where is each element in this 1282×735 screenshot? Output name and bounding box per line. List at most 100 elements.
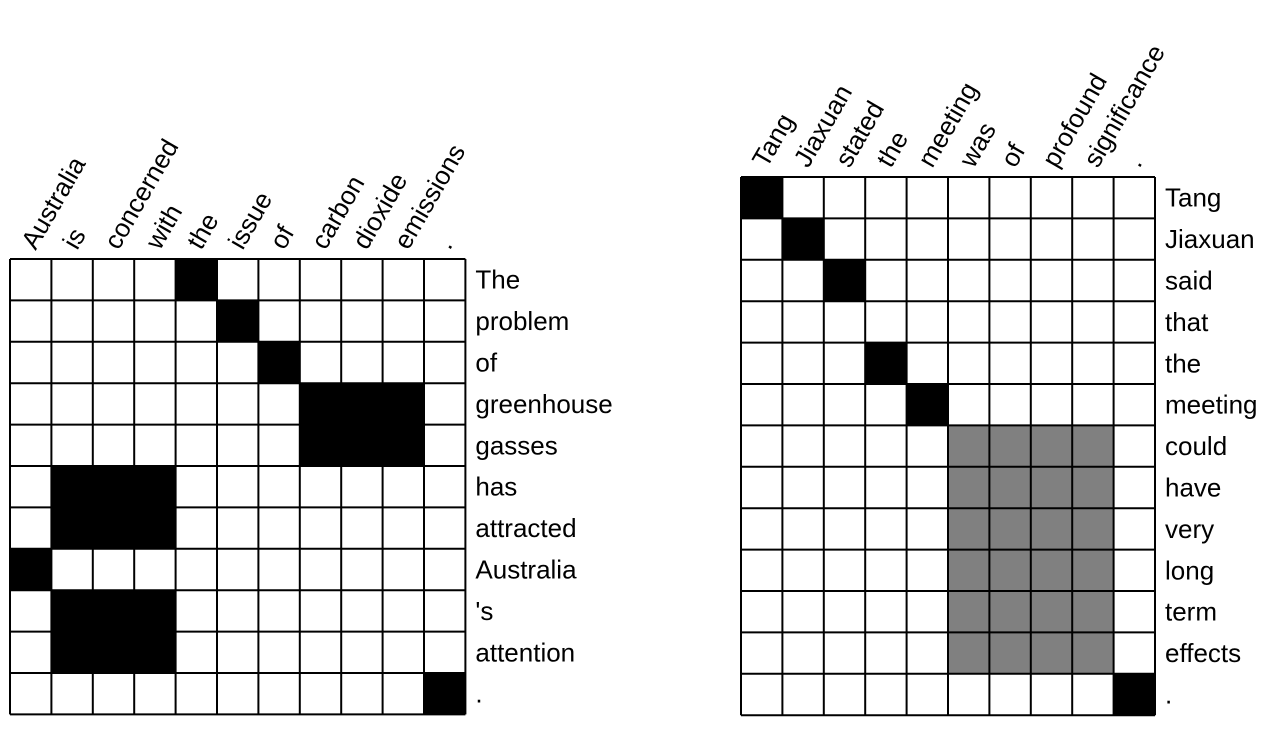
alignment-cell <box>865 218 907 260</box>
alignment-cell <box>1030 632 1073 674</box>
alignment-cell <box>92 548 135 591</box>
alignment-cell <box>51 383 93 425</box>
alignment-cell <box>741 384 783 426</box>
alignment-cell <box>741 259 783 302</box>
alignment-cell <box>1113 301 1155 343</box>
row-label: attention <box>475 637 575 667</box>
alignment-cell <box>10 590 52 632</box>
alignment-cell <box>299 673 342 715</box>
alignment-cell <box>134 383 176 425</box>
alignment-cell <box>382 259 424 301</box>
alignment-cell <box>424 673 466 715</box>
alignment-cell <box>1113 466 1155 509</box>
row-label: Jiaxuan <box>1165 224 1255 254</box>
alignment-cell <box>865 673 907 716</box>
alignment-cell <box>92 300 135 342</box>
alignment-cell <box>217 507 259 549</box>
alignment-cell <box>741 673 783 716</box>
row-label: of <box>475 348 497 378</box>
alignment-cell <box>134 424 176 466</box>
alignment-cell <box>989 218 1031 260</box>
alignment-cell <box>865 177 907 219</box>
alignment-cell <box>948 177 990 219</box>
alignment-cell <box>382 383 424 425</box>
alignment-cell <box>175 424 217 466</box>
alignment-cell <box>823 342 866 384</box>
alignment-cell <box>92 507 135 549</box>
alignment-cell <box>906 632 948 674</box>
alignment-cell <box>823 632 866 674</box>
alignment-cell <box>341 673 383 715</box>
alignment-cell <box>10 424 52 466</box>
alignment-cell <box>92 383 135 425</box>
alignment-cell <box>823 259 866 302</box>
alignment-cell <box>299 383 342 425</box>
row-label: attracted <box>475 513 576 543</box>
alignment-cell <box>948 342 990 384</box>
alignment-cell <box>51 259 93 301</box>
alignment-cell <box>1113 259 1155 302</box>
alignment-cell <box>1030 508 1073 550</box>
alignment-cell <box>92 341 135 384</box>
alignment-cell <box>741 218 783 260</box>
alignment-cell <box>1113 342 1155 384</box>
grid-lines <box>9 258 467 716</box>
alignment-cell <box>424 300 466 342</box>
alignment-cell <box>865 508 907 550</box>
alignment-cell <box>1072 673 1114 716</box>
alignment-cell <box>782 218 824 260</box>
alignment-cell <box>134 300 176 342</box>
alignment-cell <box>217 383 259 425</box>
alignment-cell <box>217 673 259 715</box>
alignment-cell <box>10 673 52 715</box>
alignment-cell <box>10 383 52 425</box>
alignment-cell <box>906 177 948 219</box>
alignment-cell <box>741 177 783 219</box>
alignment-cell <box>382 466 424 508</box>
alignment-cell <box>1030 549 1073 591</box>
alignment-cell <box>382 507 424 549</box>
alignment-cell <box>865 466 907 509</box>
alignment-cell <box>299 548 342 591</box>
alignment-cell <box>217 341 259 384</box>
alignment-cell <box>782 632 824 674</box>
alignment-cell <box>906 301 948 343</box>
row-label: The <box>475 265 520 295</box>
alignment-cell <box>741 301 783 343</box>
alignment-cell <box>948 466 990 509</box>
alignment-cell <box>989 632 1031 674</box>
alignment-cell <box>10 300 52 342</box>
alignment-cell <box>865 342 907 384</box>
alignment-cell <box>258 424 300 466</box>
alignment-cell <box>382 631 424 673</box>
alignment-cell <box>382 424 424 466</box>
alignment-cell <box>741 508 783 550</box>
alignment-cell <box>299 259 342 301</box>
alignment-cell <box>865 425 907 467</box>
column-label: . <box>429 233 459 254</box>
alignment-cell <box>865 549 907 591</box>
alignment-cell <box>782 466 824 509</box>
alignment-cell <box>217 259 259 301</box>
alignment-cell <box>51 673 93 715</box>
alignment-cell <box>1030 466 1073 509</box>
alignment-cell <box>782 549 824 591</box>
alignment-cell <box>989 177 1031 219</box>
alignment-cell <box>382 300 424 342</box>
alignment-cell <box>217 590 259 632</box>
row-label: gasses <box>475 430 557 460</box>
alignment-cell <box>1030 384 1073 426</box>
alignment-cell <box>948 549 990 591</box>
alignment-cell <box>51 631 93 673</box>
alignment-cell <box>1072 301 1114 343</box>
alignment-cell <box>1030 342 1073 384</box>
alignment-cell <box>51 507 93 549</box>
alignment-cell <box>865 591 907 633</box>
alignment-cell <box>741 632 783 674</box>
alignment-cell <box>258 383 300 425</box>
alignment-cell <box>92 673 135 715</box>
row-label: Australia <box>475 555 577 585</box>
alignment-cell <box>175 341 217 384</box>
alignment-cell <box>424 341 466 384</box>
